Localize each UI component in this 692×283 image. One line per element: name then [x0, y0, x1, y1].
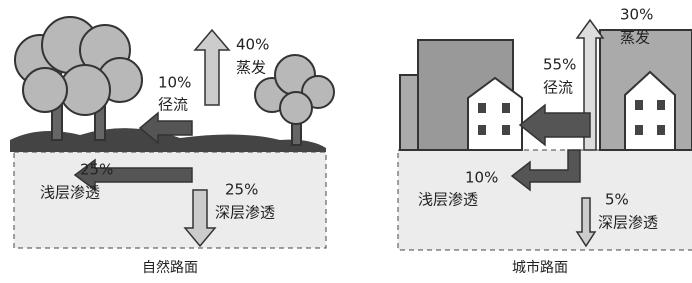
percent: 40%	[236, 36, 269, 54]
flow-label: 径流	[158, 96, 188, 114]
flow-label: 浅层渗透	[40, 184, 100, 202]
diagram: 40% 蒸发 10% 径流 25% 浅层渗透 25% 深层渗透 自然路面 30%…	[0, 0, 692, 283]
percent: 25%	[80, 161, 113, 179]
flow-label: 蒸发	[236, 59, 266, 77]
percent: 10%	[465, 169, 498, 187]
flow-label: 径流	[543, 79, 573, 97]
flow-label: 蒸发	[620, 29, 650, 47]
caption: 城市路面	[512, 259, 568, 276]
percent: 5%	[605, 191, 629, 209]
flow-label: 浅层渗透	[418, 191, 478, 209]
flow-label: 深层渗透	[215, 204, 275, 222]
percent: 25%	[225, 181, 258, 199]
percent: 10%	[158, 74, 191, 92]
flow-label: 深层渗透	[598, 214, 658, 232]
percent: 55%	[543, 56, 576, 74]
percent: 30%	[620, 6, 653, 24]
caption: 自然路面	[142, 259, 198, 276]
